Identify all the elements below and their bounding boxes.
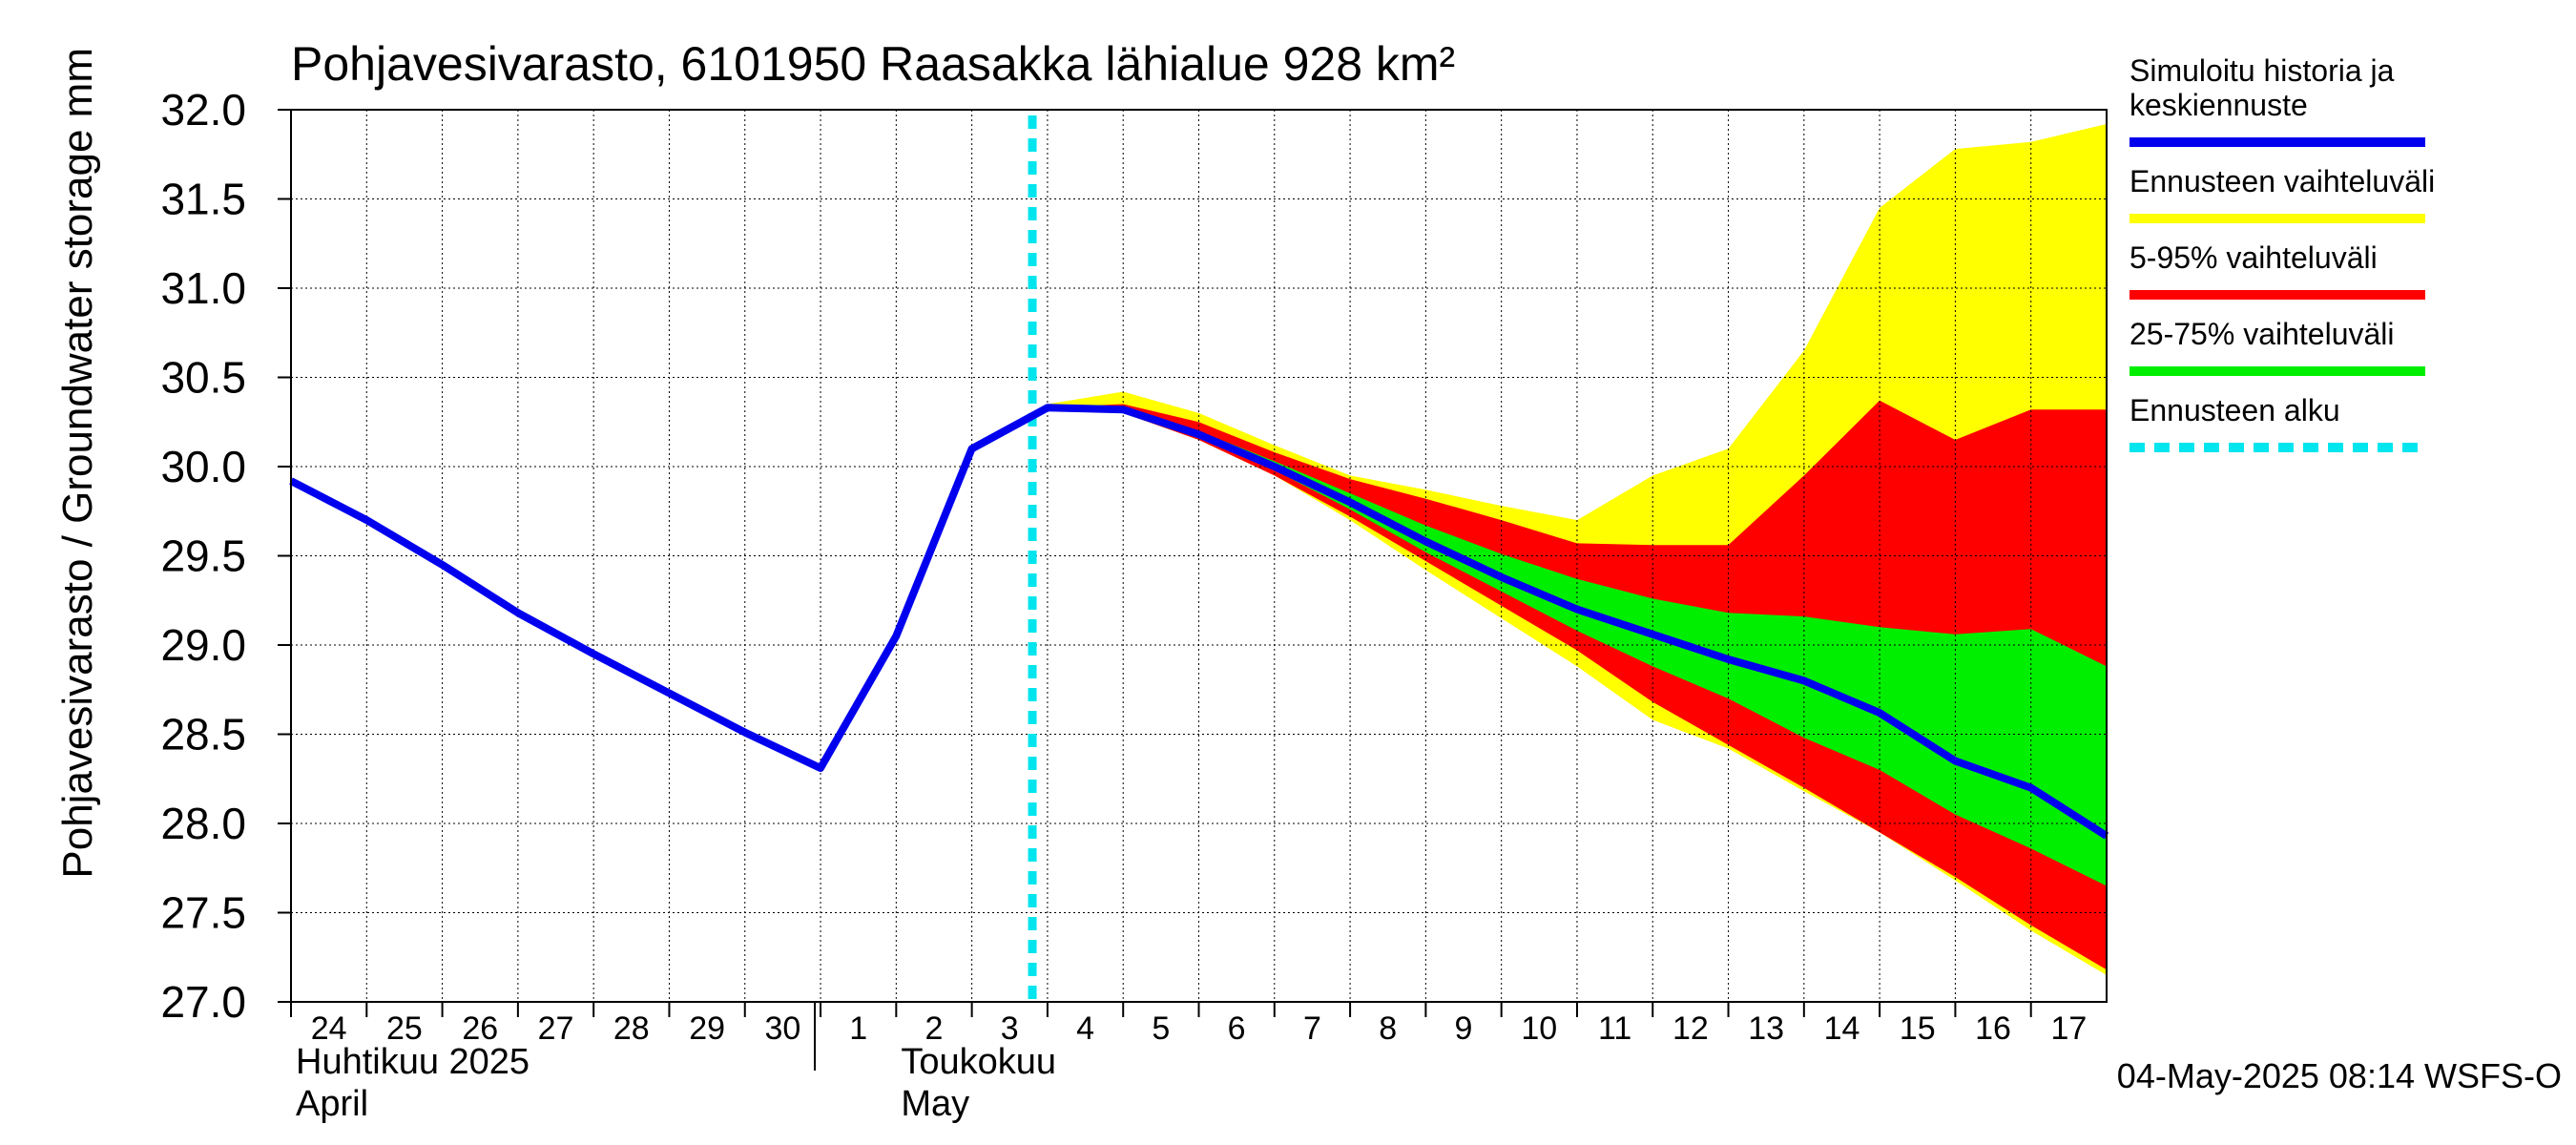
x-tick-label: 8 [1379,1010,1397,1047]
x-tick-label: 13 [1748,1010,1784,1047]
legend-label: 25-75% vaihteluväli [2129,317,2395,351]
x-tick-label: 25 [386,1010,423,1047]
y-axis-ticks: 27.0 27.5 28.0 28.5 29.0 29.5 30.0 30.5 31.0 31.5… [160,85,291,1027]
x-tick-label: 26 [462,1010,498,1047]
x-tick-label: 28 [613,1010,650,1047]
band-1 [1047,400,2107,970]
y-tick-label: 29.5 [160,531,246,581]
x-tick-label: 14 [1824,1010,1860,1047]
band-2 [1047,407,2107,886]
x-tick-label: 16 [1975,1010,2011,1047]
footer-timestamp: 04-May-2025 08:14 WSFS-O [2117,1056,2562,1095]
y-tick-label: 31.5 [160,175,246,224]
x-tick-label: 9 [1455,1010,1473,1047]
x-tick-label: 6 [1228,1010,1246,1047]
x-tick-label: 12 [1672,1010,1709,1047]
month-label-fi: Huhtikuu 2025 [296,1042,530,1082]
x-tick-label: 15 [1900,1010,1936,1047]
legend-label: Simuloitu historia ja [2129,53,2395,88]
y-tick-label: 30.5 [160,353,246,403]
x-tick-label: 29 [689,1010,725,1047]
y-tick-label: 31.0 [160,263,246,313]
y-tick-label: 28.0 [160,799,246,848]
x-tick-label: 3 [1001,1010,1019,1047]
x-tick-label: 30 [764,1010,800,1047]
y-tick-label: 27.5 [160,888,246,938]
x-tick-label: 1 [849,1010,867,1047]
x-axis-ticks: 24 25 26 27 28 29 30 1 2 3 4 5 6 7 8 9 10 11 12 13 14 15 16 17 [290,1002,2087,1071]
month-label-en: May [901,1084,969,1124]
x-tick-label: 4 [1076,1010,1094,1047]
legend-label: Ennusteen vaihteluväli [2129,164,2435,198]
y-tick-label: 29.0 [160,620,246,670]
y-axis-label: Pohjavesivarasto / Groundwater storage m… [54,48,101,879]
grid [291,110,2107,1002]
x-tick-label: 27 [538,1010,574,1047]
legend-label: keskiennuste [2129,88,2308,122]
series-lines [289,404,2109,840]
y-tick-label: 28.5 [160,710,246,760]
x-tick-label: 7 [1303,1010,1321,1047]
x-tick-label: 17 [2050,1010,2087,1047]
series-line-0 [289,404,2109,840]
x-tick-label: 11 [1598,1010,1631,1047]
legend-label: 5-95% vaihteluväli [2129,240,2378,275]
y-tick-label: 27.0 [160,977,246,1027]
y-tick-label: 30.0 [160,442,246,491]
y-tick-label: 32.0 [160,85,246,135]
x-tick-label: 5 [1152,1010,1170,1047]
x-tick-label: 24 [311,1010,347,1047]
month-label-en: April [296,1084,368,1124]
x-tick-label: 2 [925,1010,944,1047]
x-tick-label: 10 [1521,1010,1557,1047]
chart-title: Pohjavesivarasto, 6101950 Raasakka lähia… [291,37,1455,91]
legend-label: Ennusteen alku [2129,393,2340,427]
month-label-fi: Toukokuu [901,1042,1056,1082]
